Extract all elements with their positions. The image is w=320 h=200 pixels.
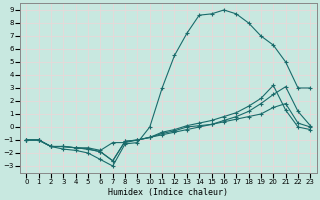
X-axis label: Humidex (Indice chaleur): Humidex (Indice chaleur) [108,188,228,197]
